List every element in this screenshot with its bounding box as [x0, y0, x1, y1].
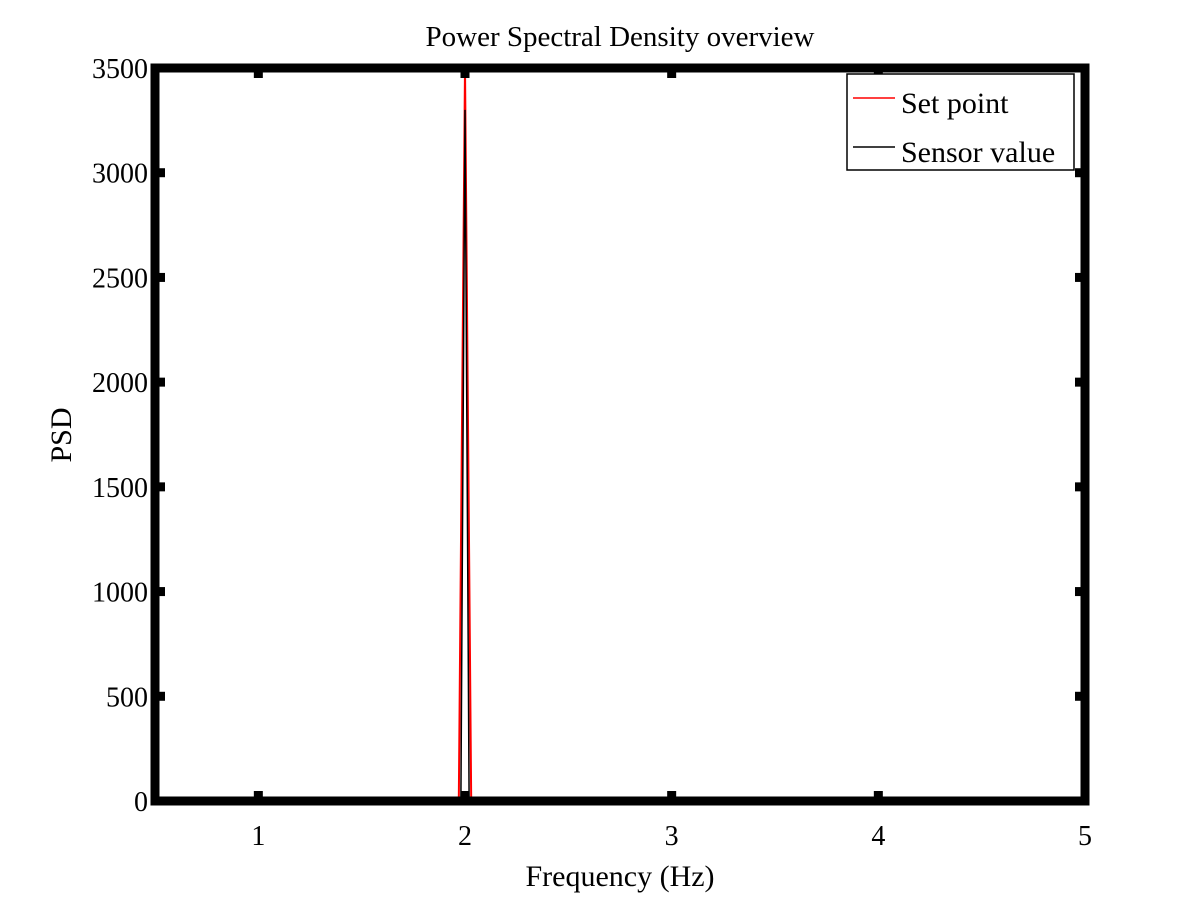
- y-tick-label: 3000: [92, 159, 148, 190]
- x-tick-label: 4: [871, 821, 885, 852]
- legend-label-sensor-value: Sensor value: [901, 136, 1055, 169]
- series-line-set-point: [155, 67, 1085, 802]
- y-tick-label: 2500: [92, 263, 148, 294]
- x-tick-label: 5: [1078, 821, 1092, 852]
- x-tick-label: 1: [251, 821, 265, 852]
- plot-frame: [150, 63, 1090, 806]
- series-line-sensor-value: [155, 109, 1085, 802]
- y-axis: 0 500 1000 1500 2000 2500 3000 3500: [92, 54, 1085, 818]
- y-tick-label: 500: [106, 682, 148, 713]
- plot-series: [155, 67, 1085, 802]
- y-tick-label: 0: [134, 787, 148, 818]
- legend-box: [846, 73, 1075, 171]
- chart-title: Power Spectral Density overview: [426, 21, 815, 53]
- y-axis-title: PSD: [45, 407, 78, 462]
- x-axis: 1 2 3 4 5: [251, 68, 1092, 852]
- y-tick-label: 3500: [92, 54, 148, 85]
- legend: Set point Sensor value: [846, 73, 1075, 171]
- legend-label-set-point: Set point: [901, 87, 1009, 120]
- x-tick-label: 3: [665, 821, 679, 852]
- y-tick-label: 2000: [92, 368, 148, 399]
- y-tick-label: 1000: [92, 578, 148, 609]
- y-tick-label: 1500: [92, 473, 148, 504]
- x-tick-label: 2: [458, 821, 472, 852]
- x-axis-title: Frequency (Hz): [525, 860, 714, 893]
